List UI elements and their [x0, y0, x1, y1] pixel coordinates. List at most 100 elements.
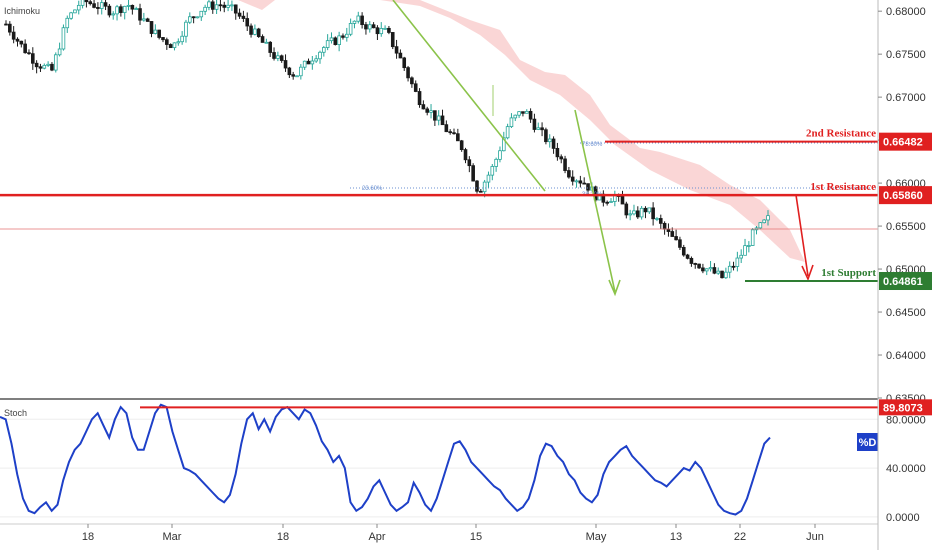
candle-body — [643, 207, 648, 213]
candle-body — [230, 4, 234, 7]
candle-body — [348, 23, 353, 35]
candle-body — [521, 111, 525, 114]
candle-body — [536, 127, 541, 130]
candle-body — [19, 40, 24, 45]
candle-body — [134, 8, 138, 11]
time-tick-label[interactable]: Mar — [163, 531, 182, 543]
price-tick-label: 0.65500 — [886, 221, 926, 233]
candle-body — [425, 108, 430, 113]
candle-body — [689, 257, 694, 264]
candle-body — [88, 1, 93, 5]
candle-body — [344, 33, 349, 38]
time-axis[interactable]: 18 Mar 18 Apr 15 May 13 22 Jun — [82, 524, 824, 543]
time-tick-label[interactable]: Jun — [806, 531, 824, 543]
candle-body — [655, 218, 659, 220]
candle-body — [214, 4, 219, 10]
gridlines — [0, 398, 932, 525]
candle-body — [574, 180, 579, 183]
candle-body — [103, 2, 108, 7]
stoch-label[interactable]: Stoch — [4, 408, 27, 418]
candle-body — [61, 27, 66, 50]
candle-body — [161, 37, 165, 41]
candle-body — [444, 124, 449, 133]
stoch-tick-label: 80.0000 — [886, 414, 926, 426]
candle-body — [360, 15, 364, 26]
candle-body — [306, 60, 311, 65]
candle-body — [168, 44, 173, 49]
candle-body — [544, 129, 548, 143]
level-price-badge — [879, 186, 932, 205]
green-arrow-line — [392, 0, 546, 192]
candle-body — [509, 117, 514, 128]
candle-body — [632, 210, 636, 215]
candle-body — [260, 36, 265, 43]
red-arrow-head — [801, 264, 814, 282]
candle-body — [762, 219, 766, 224]
candle-body — [471, 165, 475, 182]
ichimoku-cloud — [210, 0, 805, 262]
price-tick-label: 0.67500 — [886, 49, 926, 61]
candle-body — [501, 137, 506, 152]
candle-body — [739, 254, 743, 259]
candle-body — [199, 10, 204, 18]
candle-body — [662, 222, 667, 230]
candle-body — [766, 215, 770, 221]
candle-body — [406, 67, 410, 79]
candle-body — [341, 35, 345, 38]
level-price-text: 0.65860 — [883, 190, 923, 202]
level-price-badge — [879, 272, 932, 291]
candle-body — [586, 183, 590, 191]
candle-body — [195, 16, 200, 19]
candle-body — [84, 0, 89, 3]
candle-body — [111, 13, 116, 16]
stochastic-panel: %D — [0, 403, 878, 516]
candle-body — [674, 236, 678, 241]
candle-body — [433, 110, 437, 121]
candle-body — [494, 158, 498, 167]
candle-body — [410, 77, 414, 85]
candle-body — [452, 132, 456, 135]
time-tick-label[interactable]: 18 — [277, 531, 289, 543]
candle-body — [727, 265, 732, 273]
candle-body — [490, 166, 495, 176]
candle-body — [165, 39, 169, 45]
time-tick-label[interactable]: 18 — [82, 531, 94, 543]
candle-body — [283, 60, 288, 69]
candle-body — [50, 63, 54, 71]
candle-body — [187, 16, 192, 23]
time-tick-label[interactable]: 22 — [734, 531, 746, 543]
candle-body — [23, 43, 27, 54]
candle-body — [65, 17, 70, 29]
ichimoku-label[interactable]: Ichimoku — [4, 6, 40, 16]
candle-body — [57, 48, 62, 56]
candle-body — [276, 55, 280, 59]
time-tick-label[interactable]: Apr — [368, 531, 385, 543]
candle-body — [704, 268, 709, 272]
stoch-marker-badge — [879, 399, 932, 416]
candle-body — [517, 111, 521, 116]
stoch-d-line — [0, 403, 771, 516]
candle-body — [15, 38, 20, 42]
candle-body — [463, 149, 468, 161]
candle-body — [176, 41, 181, 44]
candle-body — [758, 222, 763, 229]
time-tick-label[interactable]: 15 — [470, 531, 482, 543]
candle-body — [390, 32, 395, 48]
candle-body — [31, 53, 35, 64]
candle-body — [34, 62, 39, 68]
candle-body — [367, 24, 372, 30]
candle-body — [605, 201, 609, 204]
candle-body — [287, 67, 292, 76]
price-tick-label: 0.68000 — [886, 6, 926, 18]
candle-body — [256, 28, 261, 37]
candle-body — [130, 4, 135, 10]
fib-label: 78.60% — [582, 142, 603, 148]
price-tick-label: 0.67000 — [886, 92, 926, 104]
stoch-legend-badge[interactable] — [857, 433, 878, 451]
candle-body — [99, 2, 104, 9]
candle-body — [658, 218, 663, 224]
level-price-text: 0.66482 — [883, 137, 923, 149]
candle-body — [747, 245, 751, 247]
time-tick-label[interactable]: 13 — [670, 531, 682, 543]
time-tick-label[interactable]: May — [586, 531, 607, 543]
